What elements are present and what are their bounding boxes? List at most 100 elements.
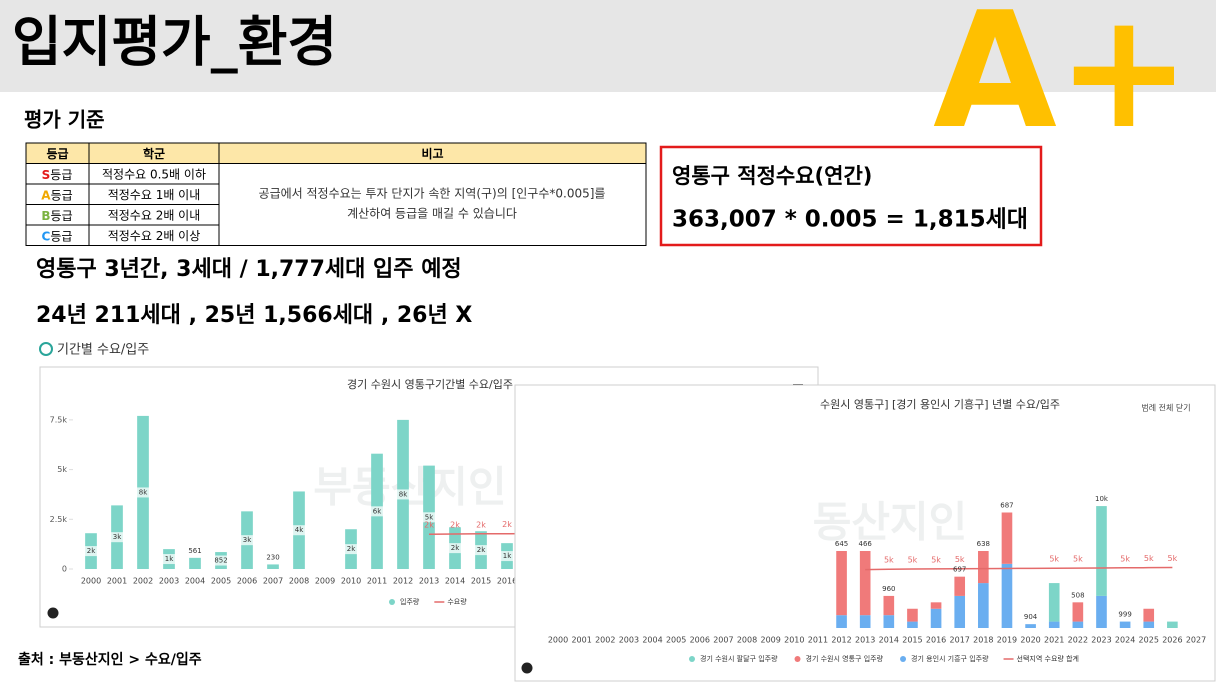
bar: [836, 551, 847, 616]
line-value-label: 2k: [450, 521, 460, 530]
x-tick-label: 2011: [808, 636, 828, 645]
legend-toggle-button[interactable]: 범례 전체 닫기: [1141, 403, 1190, 413]
y-tick-label: 7.5k: [50, 415, 68, 424]
x-tick-label: 2015: [902, 636, 922, 645]
legend-swatch: [794, 656, 801, 662]
total-label: 10k: [1095, 495, 1109, 503]
x-tick-label: 2014: [879, 636, 899, 645]
grade-letter: S: [42, 167, 51, 181]
value-label: 2k: [87, 547, 96, 555]
note: 24년 211세대 , 25년 1,566세대 , 26년 X: [36, 303, 472, 328]
school-cell: 적정수요 2배 이내: [108, 208, 201, 222]
total-label: 687: [1000, 502, 1013, 510]
line-value-label: 5k: [1120, 554, 1130, 563]
bar: [1119, 621, 1131, 628]
x-tick-label: 2005: [211, 577, 231, 586]
total-label: 960: [882, 585, 895, 593]
total-label: 645: [835, 540, 848, 548]
bar: [1143, 621, 1155, 628]
bar: [978, 551, 989, 584]
grade-badge: A+: [933, 0, 1191, 164]
bar: [954, 576, 966, 596]
x-tick-label: 2024: [1115, 636, 1135, 645]
value-label: 2k: [451, 544, 460, 552]
bar: [1072, 602, 1084, 622]
bar: [859, 615, 871, 628]
x-tick-label: 2022: [1068, 636, 1088, 645]
grade-suffix: 등급: [50, 229, 72, 243]
logo: [47, 607, 59, 619]
x-tick-label: 2007: [263, 577, 283, 586]
bar: [930, 608, 942, 628]
grade-letter: C: [42, 229, 51, 243]
line-value-label: 5k: [931, 555, 941, 564]
bar: [859, 551, 871, 616]
criteria-title: 평가 기준: [24, 108, 105, 132]
y-tick-label: 5k: [57, 465, 67, 474]
value-label: 230: [266, 553, 279, 561]
legend-label[interactable]: 경기 용인시 기흥구 입주량: [911, 654, 989, 663]
bar: [1096, 506, 1107, 596]
value-label-bg: [136, 487, 150, 498]
value-label: 2k: [347, 545, 356, 553]
legend-swatch: [389, 599, 395, 605]
x-tick-label: 2000: [81, 577, 101, 586]
bar: [1001, 563, 1013, 628]
legend-label[interactable]: 선택지역 수요량 합계: [1017, 654, 1079, 663]
watermark: 부동산지인: [313, 463, 506, 512]
bar: [1001, 512, 1013, 564]
value-label-bg: [474, 545, 488, 556]
x-tick-label: 2001: [571, 636, 591, 645]
x-tick-label: 2008: [289, 577, 309, 586]
bar: [1048, 621, 1060, 628]
watermark: 동산지인: [813, 498, 968, 547]
note-cell: 계산하여 등급을 매길 수 있습니다: [347, 207, 517, 221]
legend-label[interactable]: 경기 수원시 영통구 입주량: [806, 654, 884, 663]
x-tick-label: 2001: [107, 577, 127, 586]
line-value-label: 2k: [476, 520, 486, 529]
line-value-label: 5k: [1144, 554, 1154, 563]
value-label-bg: [448, 543, 462, 554]
legend-label[interactable]: 입주량: [400, 598, 420, 606]
line-value-label: 5k: [1073, 555, 1083, 564]
value-label: 6k: [373, 507, 382, 515]
value-label-bg: [396, 489, 410, 500]
note: 영통구 3년간, 3세대 / 1,777세대 입주 예정: [36, 257, 462, 282]
logo: [521, 662, 533, 674]
source: 출처 : 부동산지인 > 수요/입주: [18, 651, 202, 668]
x-tick-label: 2009: [315, 577, 335, 586]
chart-title: 경기 수원시 영통구기간별 수요/입주: [347, 378, 513, 391]
x-tick-label: 2006: [237, 577, 257, 586]
value-label: 8k: [399, 490, 408, 498]
school-cell: 적정수요 0.5배 이하: [102, 167, 206, 181]
bar: [189, 557, 201, 569]
value-label: 2k: [477, 546, 486, 554]
x-tick-label: 2005: [666, 636, 686, 645]
legend-swatch: [900, 656, 907, 662]
line-value-label: 5k: [884, 556, 894, 565]
grade-suffix: 등급: [51, 208, 73, 222]
legend-label[interactable]: 경기 수원시 팔달구 입주량: [700, 654, 778, 663]
section-label: 기간별 수요/입주: [57, 343, 149, 358]
school-cell: 적정수요 1배 이내: [108, 188, 201, 202]
bar: [1096, 595, 1107, 628]
x-tick-label: 2012: [831, 636, 851, 645]
value-label: 4k: [295, 526, 304, 534]
grade-suffix: 등급: [50, 167, 72, 181]
value-label-bg: [188, 545, 202, 556]
table-header: 학군: [143, 146, 165, 161]
y-tick-label: 2.5k: [50, 515, 68, 524]
slide-title: 입지평가_환경: [12, 11, 337, 74]
bar: [836, 615, 847, 628]
x-tick-label: 2003: [159, 577, 179, 586]
value-label-bg: [292, 525, 306, 536]
legend-swatch: [689, 656, 695, 662]
demand-formula: 363,007 * 0.005 = 1,815세대: [672, 207, 1028, 233]
grade-cell: S등급: [42, 167, 73, 181]
legend-label[interactable]: 수요량: [447, 598, 467, 606]
table-header: 등급: [46, 147, 68, 161]
chart-front: 동산지인 수원시 영통구] [경기 용인시 기흥구] 년별 수요/입주 범례 전체 …: [514, 384, 1216, 682]
total-label: 697: [953, 566, 966, 574]
